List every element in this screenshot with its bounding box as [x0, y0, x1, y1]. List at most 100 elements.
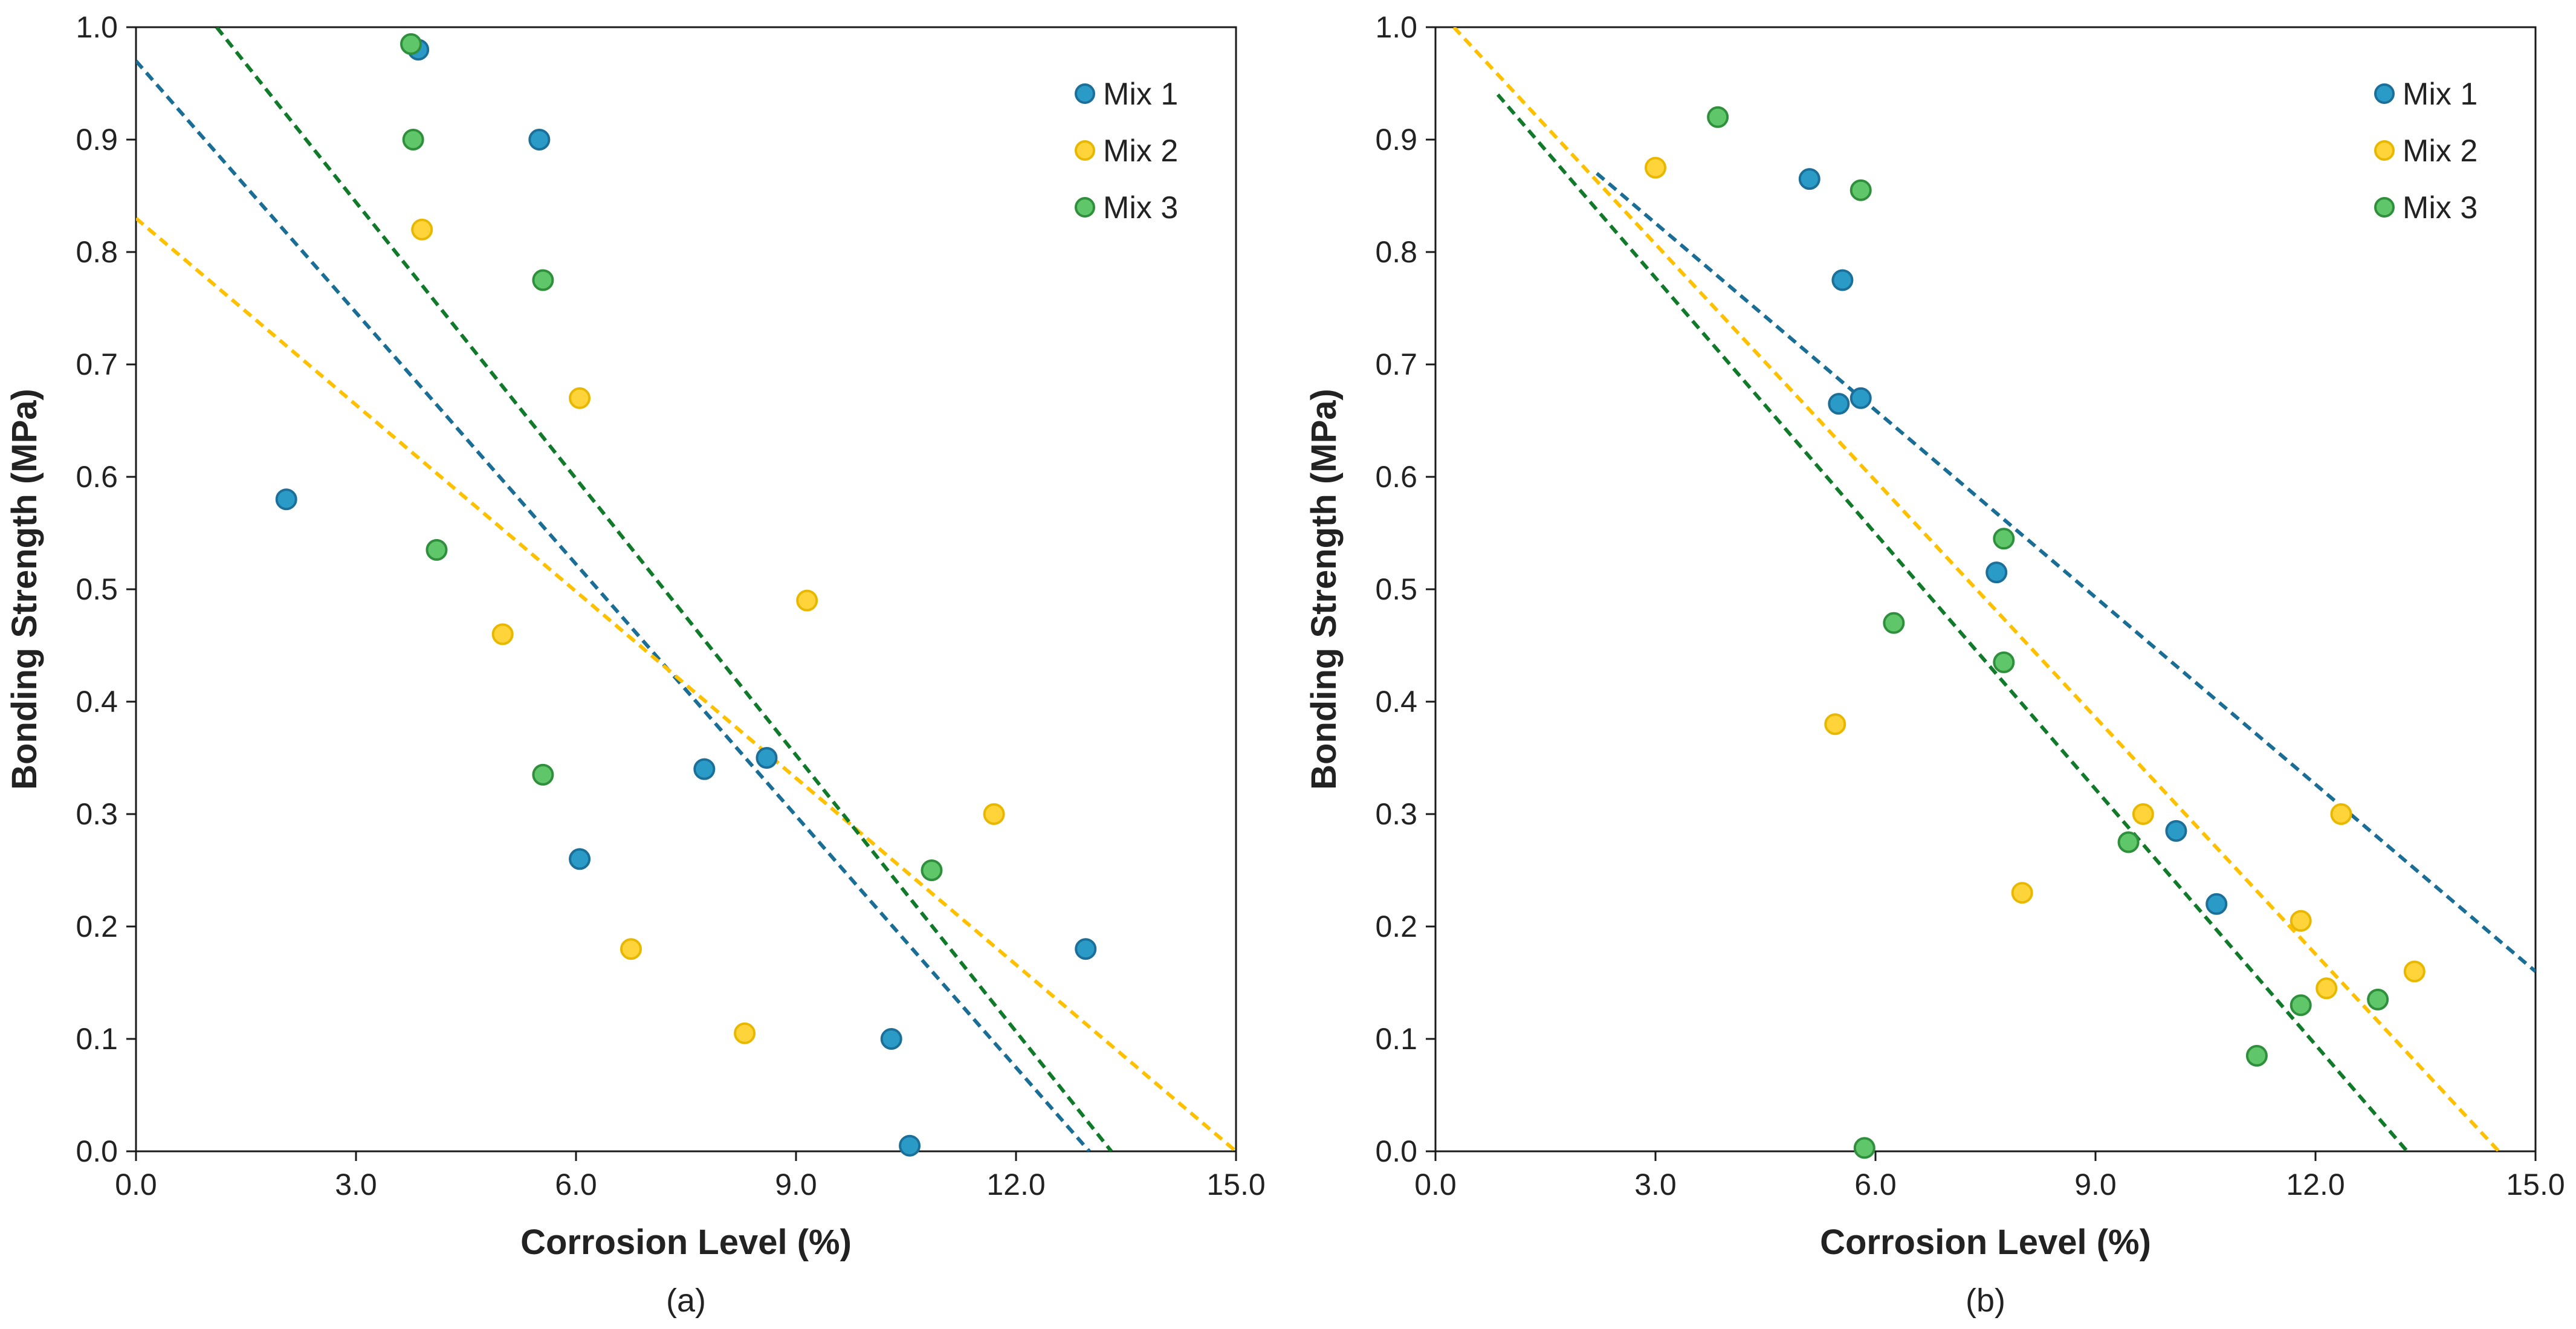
chart-panel-a: 0.0 3.0 6.0 9.0 12.0 15.0 0.0 0.1 0.2 0.3 0.4 0.5 0.…	[5, 10, 1266, 1319]
data-point-mix-2	[2403, 960, 2426, 983]
data-point-mix-2	[1645, 157, 1666, 179]
y-tick-label: 0.4	[76, 685, 118, 719]
x-tick-label: 0.0	[115, 1168, 157, 1201]
data-point-mix-3	[1849, 179, 1872, 201]
data-point-mix-3	[1883, 612, 1905, 634]
legend-label-mix-3: Mix 3	[1103, 190, 1178, 225]
data-point-mix-2	[2132, 803, 2154, 825]
data-point-mix-2	[2290, 910, 2312, 932]
y-tick-label: 0.6	[76, 460, 118, 494]
y-tick-label: 0.0	[1375, 1134, 1417, 1168]
data-point-mix-2	[620, 938, 642, 960]
data-point-mix-1	[1831, 269, 1854, 291]
y-tick-label: 0.2	[76, 910, 118, 943]
data-point-mix-3	[400, 33, 422, 55]
y-tick-label: 1.0	[1375, 10, 1417, 44]
data-point-mix-3	[402, 129, 424, 150]
x-tick-label: 12.0	[2286, 1168, 2345, 1201]
y-tick-label: 0.7	[76, 348, 118, 381]
data-point-mix-1	[899, 1134, 921, 1157]
x-tick-label: 15.0	[2506, 1168, 2565, 1201]
y-tick-label: 1.0	[76, 10, 118, 44]
data-point-mix-1	[528, 129, 551, 150]
y-tick-label: 0.8	[76, 235, 118, 269]
data-point-mix-1	[2165, 820, 2187, 842]
y-tick-label: 0.1	[1375, 1022, 1417, 1056]
y-axis-title: Bonding Strength (MPa)	[5, 389, 44, 790]
legend-marker-mix-3	[1075, 197, 1095, 218]
data-point-mix-2	[2315, 977, 2338, 1000]
data-point-mix-3	[2245, 1044, 2268, 1067]
y-tick-label: 0.7	[1375, 348, 1417, 381]
data-point-mix-1	[2205, 893, 2228, 915]
trendline-mix-2	[136, 216, 1236, 1151]
panel-caption: (a)	[666, 1282, 706, 1319]
trendline-mix-1	[1595, 172, 2536, 973]
x-tick-label: 9.0	[2074, 1168, 2117, 1201]
x-tick-label: 6.0	[555, 1168, 597, 1201]
data-point-mix-3	[1993, 651, 2015, 673]
data-point-mix-2	[2011, 882, 2033, 904]
data-point-mix-1	[1985, 561, 2008, 584]
x-tick-label: 3.0	[1634, 1168, 1677, 1201]
legend-marker-mix-1	[1075, 83, 1095, 104]
data-point-mix-2	[491, 623, 514, 645]
x-tick-label: 6.0	[1854, 1168, 1897, 1201]
data-point-mix-1	[1075, 938, 1097, 960]
data-point-mix-3	[2290, 994, 2312, 1017]
legend-label-mix-1: Mix 1	[2403, 77, 2477, 112]
y-tick-label: 0.1	[76, 1022, 118, 1056]
trendline-mix-1	[136, 59, 1091, 1151]
legend-marker-mix-3	[2374, 197, 2395, 218]
data-point-mix-2	[796, 589, 818, 612]
x-axis-title: Corrosion Level (%)	[520, 1223, 852, 1262]
legend-label-mix-2: Mix 2	[2403, 134, 2477, 169]
y-tick-label: 0.4	[1375, 685, 1417, 719]
data-point-mix-3	[532, 763, 554, 786]
plot-area-frame	[135, 26, 1237, 1153]
y-tick-label: 0.9	[76, 123, 118, 157]
legend-marker-mix-2	[1075, 140, 1095, 161]
y-tick-label: 0.5	[1375, 572, 1417, 606]
data-point-mix-1	[275, 488, 297, 511]
data-point-mix-2	[2330, 803, 2352, 825]
data-point-mix-1	[569, 848, 591, 870]
trendline-mix-3	[1496, 93, 2409, 1151]
data-point-mix-3	[1993, 528, 2015, 550]
data-point-mix-3	[426, 538, 448, 561]
data-point-mix-1	[1798, 168, 1820, 190]
data-point-mix-1	[756, 747, 778, 769]
chart-panel-b: 0.0 3.0 6.0 9.0 12.0 15.0 0.0 0.1 0.2 0.3 0.4 0.5 0.…	[1304, 10, 2565, 1319]
data-point-mix-2	[734, 1022, 756, 1044]
data-point-mix-2	[411, 218, 433, 241]
y-tick-label: 0.3	[1375, 797, 1417, 831]
data-point-mix-1	[1849, 387, 1872, 409]
y-tick-label: 0.3	[76, 797, 118, 831]
data-point-mix-3	[2367, 988, 2389, 1010]
legend-label-mix-1: Mix 1	[1103, 77, 1178, 112]
y-tick-label: 0.2	[1375, 910, 1417, 943]
x-tick-label: 0.0	[1414, 1168, 1457, 1201]
legend-label-mix-3: Mix 3	[2403, 190, 2477, 225]
data-point-mix-1	[880, 1028, 902, 1050]
data-point-mix-3	[921, 859, 943, 881]
trendline-mix-3	[215, 27, 1113, 1151]
data-point-mix-3	[532, 269, 554, 291]
data-point-mix-3	[1853, 1137, 1875, 1159]
trendline-mix-2	[1452, 27, 2500, 1151]
y-axis-title: Bonding Strength (MPa)	[1304, 389, 1344, 790]
data-point-mix-2	[983, 803, 1005, 825]
legend-marker-mix-2	[2374, 140, 2395, 161]
data-point-mix-1	[693, 758, 716, 780]
y-tick-label: 0.6	[1375, 460, 1417, 494]
x-axis-title: Corrosion Level (%)	[1820, 1223, 2151, 1262]
x-tick-label: 3.0	[335, 1168, 377, 1201]
x-tick-label: 15.0	[1206, 1168, 1265, 1201]
panel-caption: (b)	[1966, 1282, 2005, 1319]
data-point-mix-1	[1828, 393, 1850, 415]
y-tick-label: 0.0	[76, 1134, 118, 1168]
x-tick-label: 9.0	[775, 1168, 817, 1201]
y-tick-label: 0.9	[1375, 123, 1417, 157]
legend-label-mix-2: Mix 2	[1103, 134, 1178, 169]
